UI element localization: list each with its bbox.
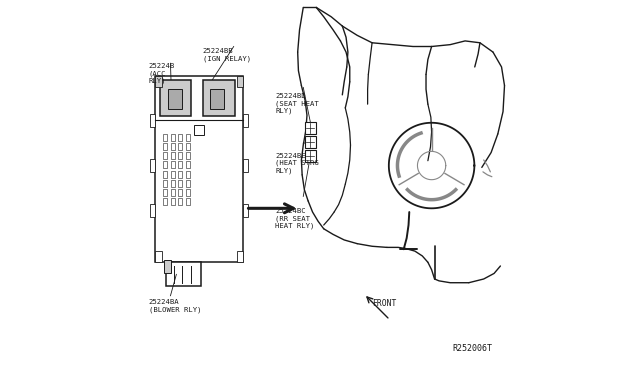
Bar	[163, 134, 168, 141]
Bar	[186, 189, 190, 196]
Bar	[150, 114, 156, 127]
Bar	[160, 80, 191, 116]
Bar	[243, 159, 248, 172]
Bar	[179, 198, 182, 205]
Text: 25224BA
(BLOWER RLY): 25224BA (BLOWER RLY)	[149, 299, 202, 313]
Bar	[150, 204, 156, 217]
Bar	[186, 143, 190, 150]
Bar	[243, 204, 248, 217]
Bar	[163, 161, 168, 169]
Text: 25224B
(ACC
RLY): 25224B (ACC RLY)	[149, 63, 175, 84]
Bar	[237, 251, 243, 262]
Bar	[171, 134, 175, 141]
Bar	[163, 189, 168, 196]
Bar	[305, 136, 316, 148]
Bar	[305, 150, 316, 162]
Bar	[156, 251, 161, 262]
Bar	[243, 114, 248, 127]
Bar	[210, 89, 223, 109]
Text: FRONT: FRONT	[372, 299, 396, 308]
Text: 25224BD
(SEAT HEAT
RLY): 25224BD (SEAT HEAT RLY)	[275, 93, 319, 114]
Bar	[163, 198, 168, 205]
Text: 25224BE
(HEAT STRG
RLY): 25224BE (HEAT STRG RLY)	[275, 153, 319, 173]
Bar	[186, 180, 190, 187]
Bar	[179, 143, 182, 150]
Bar	[168, 89, 182, 109]
Bar	[179, 152, 182, 159]
Bar	[305, 122, 316, 134]
Bar	[204, 80, 234, 116]
Bar	[237, 76, 243, 87]
Bar	[163, 180, 168, 187]
Bar	[186, 161, 190, 169]
Bar	[156, 76, 243, 262]
Bar	[171, 170, 175, 178]
Bar	[166, 262, 201, 286]
Bar	[179, 134, 182, 141]
Text: 25224BB
(IGN RELAY): 25224BB (IGN RELAY)	[203, 48, 251, 62]
Bar	[164, 260, 171, 273]
Bar	[179, 180, 182, 187]
Text: R252006T: R252006T	[452, 344, 492, 353]
Bar	[171, 161, 175, 169]
Bar	[156, 76, 161, 87]
Bar	[171, 180, 175, 187]
Bar	[194, 125, 204, 135]
Bar	[186, 134, 190, 141]
Bar	[179, 189, 182, 196]
Bar	[171, 152, 175, 159]
Bar	[179, 170, 182, 178]
Bar	[171, 143, 175, 150]
Bar	[171, 189, 175, 196]
Text: 25224BC
(RR SEAT
HEAT RLY): 25224BC (RR SEAT HEAT RLY)	[275, 208, 315, 229]
Bar	[163, 170, 168, 178]
Bar	[179, 161, 182, 169]
Bar	[186, 170, 190, 178]
Bar	[186, 198, 190, 205]
Bar	[163, 152, 168, 159]
Bar	[163, 143, 168, 150]
Bar	[150, 159, 156, 172]
Bar	[186, 152, 190, 159]
Bar	[171, 198, 175, 205]
